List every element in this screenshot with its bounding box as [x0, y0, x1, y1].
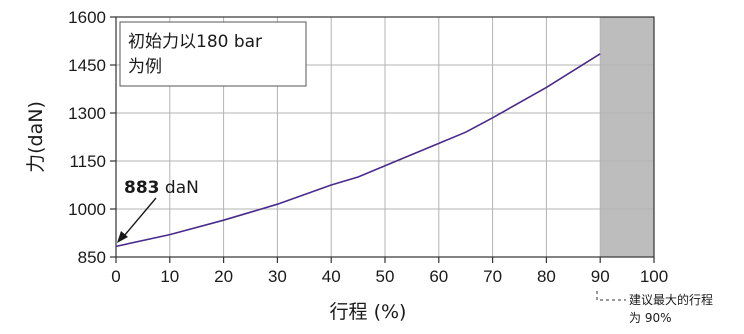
annotation-box: 初始力以180 bar 为例	[119, 21, 307, 87]
y-tick-label: 1000	[68, 200, 106, 219]
annotation-box-frame	[119, 21, 307, 87]
limit-note-line1: 建议最大的行程	[629, 292, 713, 307]
y-tick-label: 1600	[68, 8, 106, 27]
limit-note-line2: 为 90%	[629, 311, 672, 325]
x-tick-label: 30	[268, 267, 287, 286]
x-tick-label: 0	[111, 267, 120, 286]
limit-note: 建议最大的行程 为 90%	[596, 291, 713, 325]
force-curve-line	[115, 53, 601, 248]
annotation-box-line2: 为例	[128, 57, 162, 77]
y-tick-label: 1300	[68, 104, 106, 123]
start-value-number: 883	[124, 178, 160, 198]
x-axis-ticks: 0 10 20 30 40 50 60 70 80 90 100	[111, 257, 668, 286]
y-axis-title: 力(daN)	[25, 101, 47, 173]
start-value-label: 883 daN	[124, 178, 199, 198]
y-axis-ticks: 850 1000 1150 1300 1450 1600	[68, 8, 116, 267]
grid-lines	[116, 17, 654, 257]
x-tick-label: 40	[322, 267, 341, 286]
x-tick-label: 60	[429, 267, 448, 286]
x-tick-label: 10	[160, 267, 179, 286]
start-value-annotation: 883 daN	[117, 178, 199, 243]
x-tick-label: 50	[376, 267, 395, 286]
x-tick-label: 100	[640, 267, 668, 286]
start-value-arrow-head	[117, 231, 128, 243]
recommended-limit-shaded-region	[600, 17, 654, 257]
annotation-box-line1: 初始力以180 bar	[128, 32, 262, 52]
x-tick-label: 20	[214, 267, 233, 286]
x-tick-label: 80	[537, 267, 556, 286]
y-tick-label: 1150	[69, 152, 106, 171]
x-tick-label: 90	[591, 267, 610, 286]
x-axis-title: 行程 (%)	[330, 301, 407, 323]
start-value-arrow-line	[123, 197, 157, 237]
y-tick-label: 850	[78, 248, 106, 267]
limit-note-dashed-leader	[596, 291, 626, 301]
y-tick-label: 1450	[68, 56, 106, 75]
x-tick-label: 70	[483, 267, 502, 286]
start-value-unit: daN	[160, 178, 199, 198]
